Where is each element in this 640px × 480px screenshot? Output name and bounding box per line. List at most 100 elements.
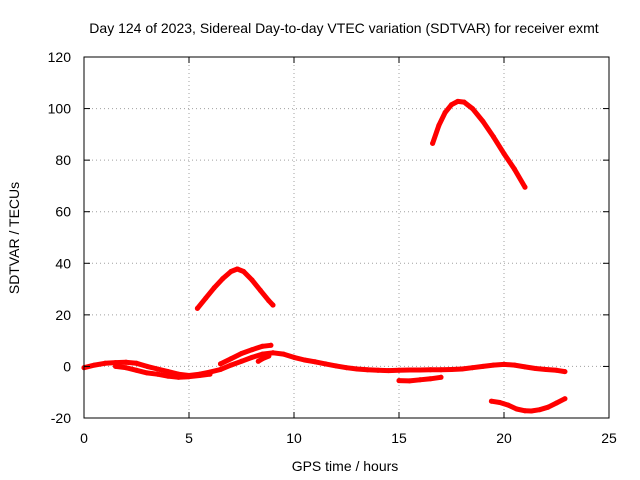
y-tick-label: 40 — [55, 255, 71, 271]
y-tick-label: 80 — [55, 152, 71, 168]
data-point — [375, 367, 381, 373]
data-point — [92, 362, 97, 368]
data-point — [562, 369, 568, 375]
data-point — [249, 354, 255, 360]
data-point — [270, 302, 276, 308]
data-point — [365, 367, 370, 373]
data-point — [234, 266, 240, 272]
grid-layer — [84, 57, 609, 418]
y-tick-label: -20 — [51, 410, 71, 426]
data-point — [123, 359, 129, 365]
chart-title: Day 124 of 2023, Sidereal Day-to-day VTE… — [89, 20, 598, 36]
data-point — [203, 295, 209, 301]
data-point — [302, 357, 307, 363]
data-point — [268, 342, 274, 348]
data-point — [470, 106, 475, 112]
data-point — [449, 102, 454, 108]
data-point — [554, 367, 559, 373]
y-tick-label: 60 — [55, 204, 71, 220]
data-point — [281, 351, 286, 357]
data-point — [442, 109, 448, 115]
data-point — [459, 366, 465, 372]
y-tick-label: 0 — [63, 358, 71, 374]
data-point — [218, 361, 223, 367]
data-point — [165, 369, 171, 375]
data-point — [417, 377, 423, 383]
data-point — [488, 398, 494, 404]
data-point — [255, 358, 261, 364]
data-point — [537, 407, 543, 413]
tick-layer: 0 5 10 15 20 25 -20 0 20 40 60 80 100 120 — [48, 49, 617, 446]
data-point — [562, 396, 568, 402]
x-tick-label: 5 — [185, 430, 193, 446]
data-point — [260, 343, 265, 349]
data-point — [144, 370, 150, 376]
data-point — [291, 354, 297, 360]
plot-frame — [83, 56, 610, 419]
data-point — [312, 359, 318, 365]
data-point — [239, 351, 244, 356]
data-point — [344, 365, 349, 371]
data-point — [522, 184, 528, 190]
data-point — [113, 363, 118, 369]
data-point — [528, 408, 534, 414]
data-point — [239, 358, 244, 364]
x-tick-label: 10 — [286, 430, 302, 446]
data-point — [144, 363, 150, 369]
data-point — [197, 373, 202, 378]
data-point — [455, 98, 461, 104]
data-point — [449, 367, 454, 372]
data-point — [512, 166, 517, 172]
x-tick-label: 0 — [80, 430, 88, 446]
data-point — [155, 371, 160, 377]
data-point — [522, 408, 528, 414]
data-point — [249, 277, 255, 283]
data-point — [533, 366, 538, 371]
y-axis-label: SDTVAR / TECUs — [6, 182, 22, 294]
data-point — [207, 371, 213, 377]
data-point — [113, 360, 118, 366]
x-tick-label: 25 — [601, 430, 617, 446]
data-point — [102, 360, 108, 366]
data-point — [220, 276, 226, 282]
data-point — [480, 119, 486, 124]
x-tick-label: 20 — [496, 430, 512, 446]
data-point — [461, 99, 467, 105]
data-point — [430, 140, 436, 146]
y-tick-label: 120 — [48, 49, 72, 65]
data-point — [266, 353, 272, 359]
data-point — [266, 298, 272, 304]
data-point — [260, 351, 265, 357]
data-point — [241, 269, 247, 274]
data-point — [491, 134, 496, 140]
data-point — [134, 367, 139, 373]
data-point — [470, 365, 475, 371]
y-tick-label: 20 — [55, 307, 71, 323]
data-point — [417, 367, 423, 373]
data-point — [134, 360, 139, 366]
data-point — [155, 366, 160, 372]
data-point — [396, 367, 402, 373]
data-point — [257, 287, 263, 293]
data-point — [501, 361, 507, 367]
data-point — [396, 378, 402, 384]
data-point — [428, 367, 433, 373]
y-tick-label: 100 — [48, 101, 72, 117]
data-point — [428, 376, 433, 382]
data-layer — [81, 98, 568, 414]
data-point — [407, 367, 412, 373]
data-point — [260, 356, 265, 362]
x-tick-label: 15 — [391, 430, 407, 446]
data-point — [228, 356, 234, 362]
data-point — [176, 374, 181, 380]
data-point — [554, 400, 559, 406]
series-arc-low-2 — [113, 363, 213, 380]
data-point — [491, 362, 496, 368]
data-point — [228, 269, 234, 274]
data-point — [497, 400, 503, 405]
data-point — [249, 347, 255, 353]
data-point — [218, 367, 223, 372]
data-point — [211, 285, 217, 291]
